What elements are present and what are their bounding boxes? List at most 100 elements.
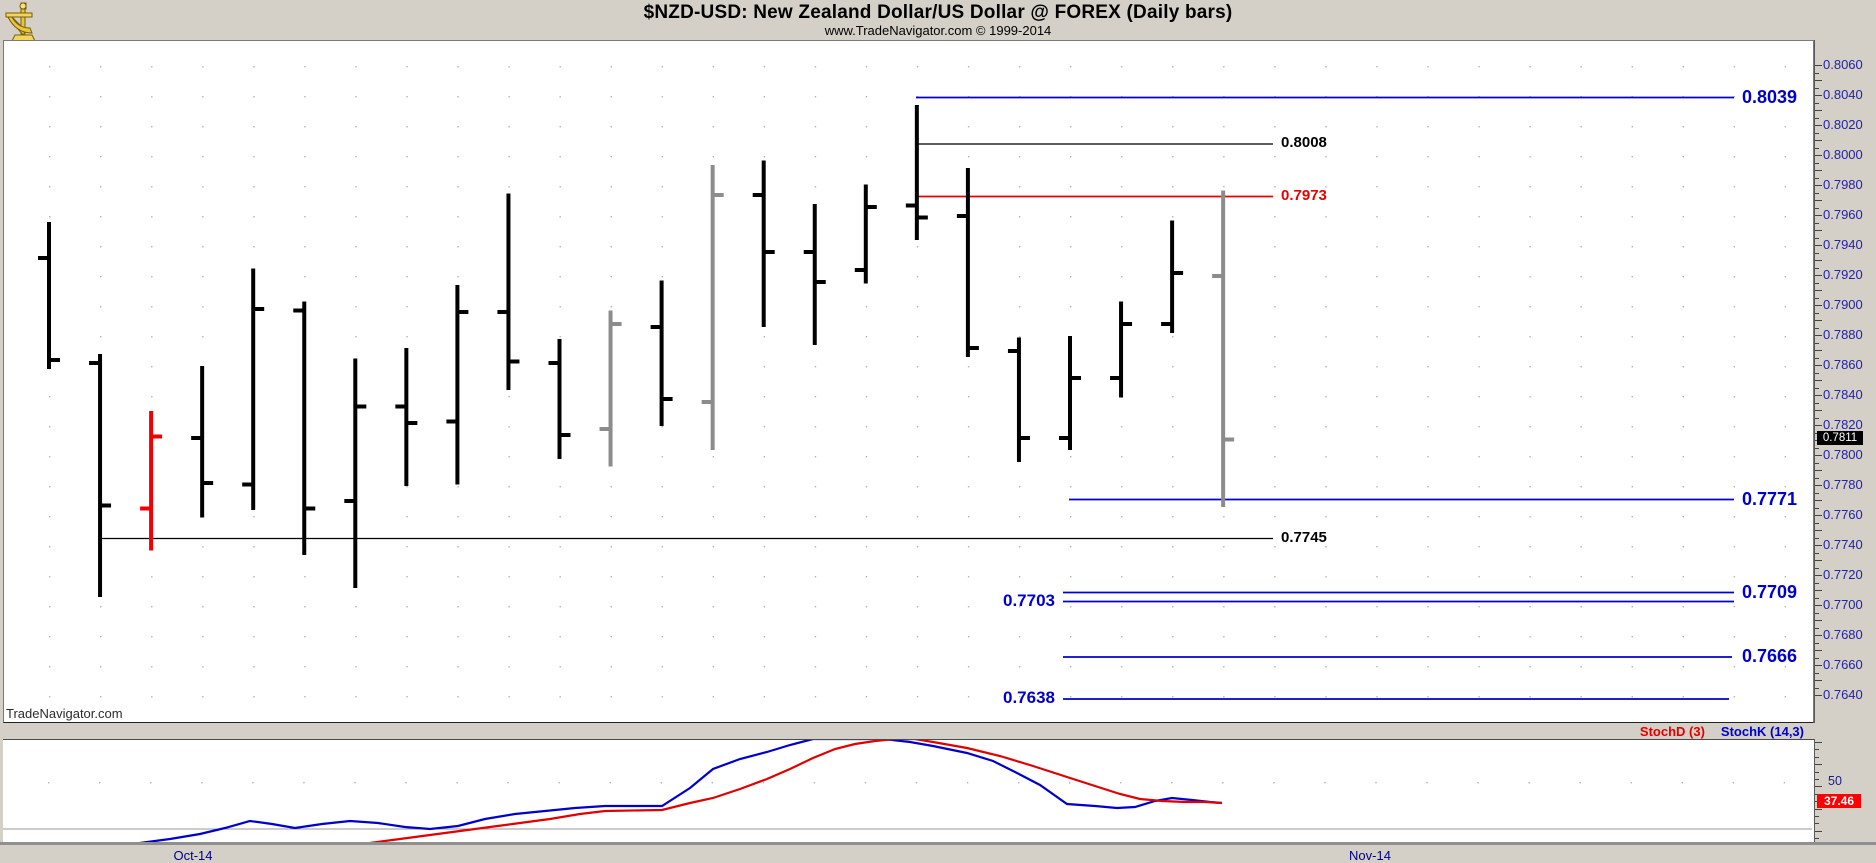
grid-dot [1682, 186, 1684, 188]
ohlc-bar [956, 168, 979, 357]
price-axis-tick [1815, 72, 1819, 74]
grid-dot [202, 306, 204, 308]
grid-dot [1529, 456, 1531, 458]
grid-dot [763, 156, 766, 158]
grid-dot [1018, 486, 1021, 488]
grid-dot [100, 276, 102, 278]
grid-dot [1529, 126, 1531, 128]
stoch-axis-50-label: 50 [1828, 774, 1842, 788]
ohlc-bar [548, 339, 571, 459]
grid-dot [1427, 186, 1429, 188]
grid-dot [151, 336, 153, 338]
grid-dot [1682, 156, 1684, 158]
grid-dot [100, 636, 102, 638]
grid-dot [253, 246, 255, 248]
grid-dot [100, 216, 102, 218]
price-axis-tick [1815, 327, 1819, 329]
grid-dot [610, 546, 612, 548]
grid-dot [406, 516, 408, 518]
grid-dot [865, 636, 868, 638]
grid-dot [406, 606, 408, 608]
grid-dot [49, 666, 51, 668]
grid-dot [814, 66, 817, 68]
grid-dot [1631, 486, 1633, 488]
stochastic-chart-panel[interactable] [3, 739, 1814, 842]
grid-dot [1325, 516, 1327, 518]
price-axis-tick [1815, 522, 1819, 524]
grid-dot [763, 96, 766, 98]
stochk-legend-label[interactable]: StochK (14,3) [1720, 724, 1804, 739]
grid-dot [1325, 186, 1327, 188]
grid-dot [712, 666, 715, 668]
grid-dot [406, 186, 408, 188]
grid-dot [1223, 696, 1225, 698]
grid-dot [916, 396, 919, 398]
grid-dot [1070, 246, 1072, 248]
grid-dot [1223, 186, 1225, 188]
grid-dot [1427, 576, 1429, 578]
stoch-current-value-badge: 37.46 [1817, 794, 1861, 808]
grid-dot [1784, 486, 1787, 488]
price-axis-label: 0.7920 [1823, 267, 1863, 282]
grid-dot [1529, 546, 1531, 548]
grid-dot [253, 66, 255, 68]
grid-dot [814, 366, 817, 368]
grid-dot [610, 306, 612, 308]
grid-dot [1274, 666, 1276, 668]
price-axis[interactable]: 0.8060 0.8040 0.8020 0.8000 0.7980 0.7960 0.79… [1814, 40, 1876, 723]
grid-dot [559, 606, 561, 608]
grid-dot [1070, 156, 1072, 158]
grid-dot [1579, 782, 1581, 784]
price-axis-tick [1815, 267, 1819, 269]
grid-dot [1376, 306, 1378, 308]
price-axis-tick [1815, 672, 1819, 674]
grid-dot [967, 666, 970, 668]
grid-dot [559, 636, 561, 638]
grid-dot [457, 576, 459, 578]
grid-dot [814, 456, 817, 458]
price-axis-tick [1815, 335, 1822, 336]
grid-dot [1682, 216, 1684, 218]
grid-dot [303, 782, 305, 784]
grid-dot [1682, 486, 1684, 488]
grid-dot [457, 66, 459, 68]
price-chart-canvas[interactable] [4, 41, 1813, 722]
grid-dot [967, 126, 970, 128]
grid-dot [202, 696, 204, 698]
grid-dot [610, 516, 612, 518]
grid-dot [1580, 126, 1582, 128]
stochd-legend-label[interactable]: StochD (3) [1639, 724, 1705, 739]
grid-dot [355, 216, 357, 218]
price-axis-tick [1815, 642, 1819, 644]
grid-dot [1223, 666, 1225, 668]
grid-dot [1121, 216, 1123, 218]
grid-dot [1274, 426, 1276, 428]
grid-dot [406, 126, 408, 128]
grid-dot [1580, 156, 1582, 158]
stochastic-legend: StochD (3) StochK (14,3) [1640, 724, 1804, 739]
grid-dot [661, 66, 663, 68]
price-axis-tick [1815, 147, 1819, 149]
grid-dot [406, 696, 408, 698]
grid-dot [610, 156, 612, 158]
grid-dot [1631, 666, 1633, 668]
stochastic-chart-canvas[interactable] [3, 740, 1812, 842]
price-chart-panel[interactable] [3, 40, 1814, 723]
grid-dot [508, 546, 510, 548]
grid-dot [1376, 696, 1378, 698]
grid-dot [712, 456, 715, 458]
grid-dot [151, 666, 153, 668]
grid-dot [100, 306, 102, 308]
grid-dot [1325, 306, 1327, 308]
grid-dot [1580, 216, 1582, 218]
grid-dot [508, 156, 510, 158]
grid-dot [1274, 636, 1276, 638]
grid-dot [763, 666, 766, 668]
stoch-axis-tick [1815, 779, 1819, 780]
ohlc-bar [650, 280, 673, 426]
app-logo-icon [2, 1, 44, 43]
grid-dot [1376, 126, 1378, 128]
grid-dot [1427, 666, 1429, 668]
grid-dot [916, 426, 919, 428]
grid-dot [100, 696, 102, 698]
